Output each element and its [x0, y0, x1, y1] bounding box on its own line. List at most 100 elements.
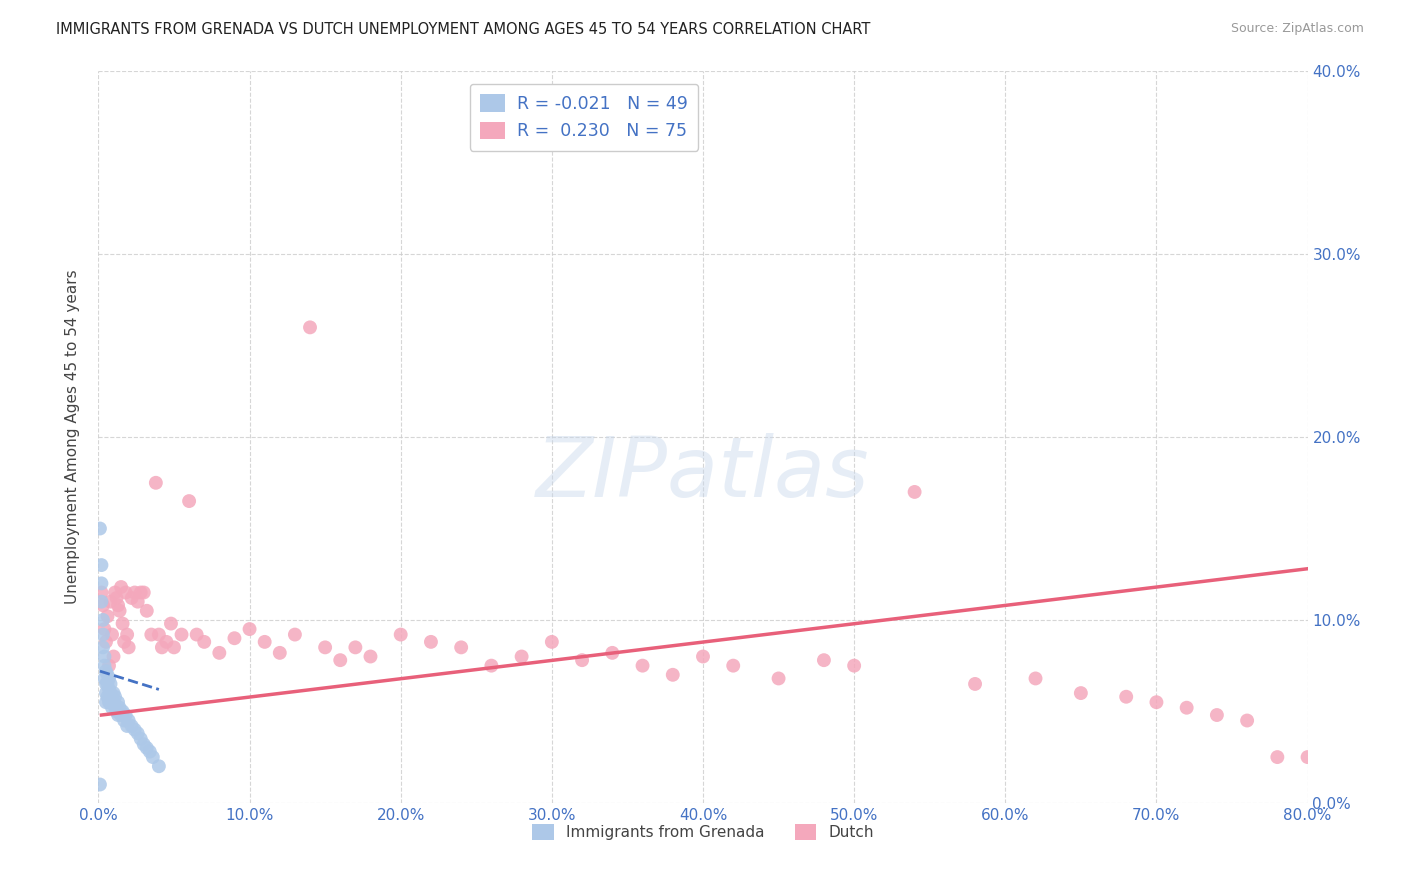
- Point: [1115, 690, 1137, 704]
- Point: [148, 759, 170, 773]
- Point: [170, 627, 193, 641]
- Point: [118, 714, 141, 728]
- Point: [450, 640, 472, 655]
- Point: [104, 585, 127, 599]
- Point: [1175, 700, 1198, 714]
- Point: [314, 640, 336, 655]
- Point: [96, 609, 118, 624]
- Point: [121, 719, 143, 733]
- Point: [160, 616, 183, 631]
- Point: [108, 700, 131, 714]
- Point: [723, 658, 745, 673]
- Point: [108, 604, 131, 618]
- Point: [602, 646, 624, 660]
- Point: [104, 700, 127, 714]
- Point: [540, 635, 562, 649]
- Point: [110, 708, 132, 723]
- Point: [224, 632, 246, 646]
- Point: [103, 649, 125, 664]
- Y-axis label: Unemployment Among Ages 45 to 54 years: Unemployment Among Ages 45 to 54 years: [65, 269, 80, 605]
- Point: [114, 708, 136, 723]
- Point: [90, 594, 112, 608]
- Point: [98, 682, 121, 697]
- Point: [163, 640, 186, 655]
- Point: [481, 658, 503, 673]
- Point: [96, 677, 118, 691]
- Point: [148, 627, 170, 641]
- Point: [186, 627, 208, 641]
- Point: [904, 485, 927, 500]
- Point: [107, 708, 129, 723]
- Point: [631, 658, 654, 673]
- Point: [844, 658, 866, 673]
- Point: [179, 494, 201, 508]
- Point: [142, 750, 165, 764]
- Point: [1024, 672, 1046, 686]
- Point: [1070, 686, 1092, 700]
- Point: [89, 778, 111, 792]
- Point: [118, 640, 141, 655]
- Point: [150, 640, 173, 655]
- Point: [155, 635, 177, 649]
- Legend: Immigrants from Grenada, Dutch: Immigrants from Grenada, Dutch: [526, 818, 880, 847]
- Point: [1144, 695, 1167, 709]
- Point: [101, 690, 124, 704]
- Point: [103, 686, 125, 700]
- Point: [89, 521, 111, 535]
- Point: [90, 558, 112, 573]
- Point: [239, 622, 262, 636]
- Point: [96, 690, 118, 704]
- Point: [94, 695, 117, 709]
- Point: [114, 585, 136, 599]
- Point: [98, 658, 121, 673]
- Point: [329, 653, 352, 667]
- Point: [132, 585, 155, 599]
- Point: [111, 705, 134, 719]
- Point: [132, 737, 155, 751]
- Point: [91, 640, 114, 655]
- Point: [110, 580, 132, 594]
- Point: [93, 672, 115, 686]
- Point: [269, 646, 291, 660]
- Point: [107, 599, 129, 613]
- Point: [692, 649, 714, 664]
- Point: [510, 649, 533, 664]
- Point: [98, 695, 121, 709]
- Point: [768, 672, 790, 686]
- Point: [94, 686, 117, 700]
- Point: [284, 627, 307, 641]
- Point: [100, 594, 122, 608]
- Point: [111, 616, 134, 631]
- Point: [129, 731, 152, 746]
- Point: [1206, 708, 1229, 723]
- Point: [1296, 750, 1319, 764]
- Point: [93, 658, 115, 673]
- Point: [93, 649, 115, 664]
- Point: [94, 677, 117, 691]
- Text: Source: ZipAtlas.com: Source: ZipAtlas.com: [1230, 22, 1364, 36]
- Point: [91, 627, 114, 641]
- Point: [100, 686, 122, 700]
- Point: [112, 714, 135, 728]
- Point: [100, 677, 122, 691]
- Point: [121, 591, 143, 605]
- Point: [127, 594, 149, 608]
- Point: [344, 640, 367, 655]
- Point: [389, 627, 412, 641]
- Point: [90, 576, 112, 591]
- Text: IMMIGRANTS FROM GRENADA VS DUTCH UNEMPLOYMENT AMONG AGES 45 TO 54 YEARS CORRELAT: IMMIGRANTS FROM GRENADA VS DUTCH UNEMPLO…: [56, 22, 870, 37]
- Point: [94, 635, 117, 649]
- Point: [94, 664, 117, 678]
- Point: [193, 635, 215, 649]
- Point: [124, 585, 146, 599]
- Point: [98, 672, 121, 686]
- Point: [90, 585, 112, 599]
- Point: [1267, 750, 1289, 764]
- Point: [101, 700, 124, 714]
- Point: [1312, 756, 1334, 770]
- Point: [135, 604, 157, 618]
- Point: [1236, 714, 1258, 728]
- Point: [360, 649, 382, 664]
- Point: [100, 695, 122, 709]
- Point: [253, 635, 276, 649]
